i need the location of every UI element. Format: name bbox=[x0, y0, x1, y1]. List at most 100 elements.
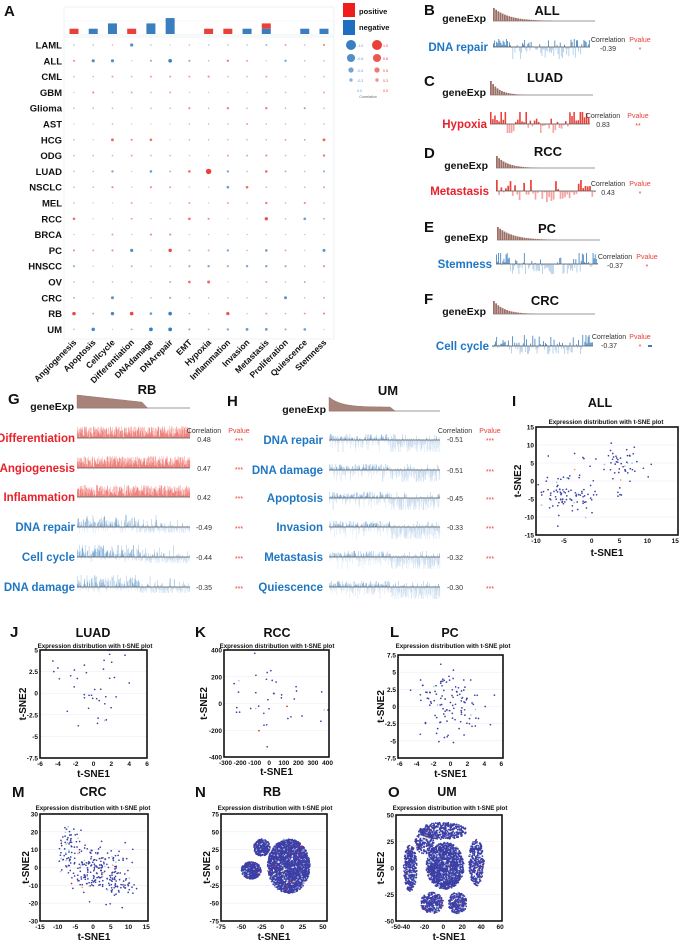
pvalue-stars: *** bbox=[235, 586, 243, 593]
track-bar bbox=[519, 47, 521, 59]
gene-exp-bar bbox=[503, 231, 506, 240]
top-bar-negative-Metastasis bbox=[261, 28, 271, 34]
track-label-differentiation: Differentiation bbox=[0, 433, 75, 445]
top-bar-positive-Angiogenesis bbox=[69, 28, 79, 34]
bubble-MEL-EMT bbox=[188, 202, 191, 204]
legend-size-negative bbox=[350, 89, 352, 91]
track-bar bbox=[580, 180, 582, 191]
legend-size-label: 0.0 bbox=[357, 89, 362, 93]
bubble-ALL-Inflammation bbox=[226, 59, 230, 62]
bubble-HCG-Hypoxia bbox=[207, 138, 210, 141]
bubble-BRCA-Invasion bbox=[246, 233, 248, 236]
track-bar bbox=[528, 42, 530, 47]
track-bar bbox=[536, 346, 538, 354]
track-bar bbox=[577, 183, 580, 191]
track-bar bbox=[546, 344, 548, 346]
track-bar bbox=[539, 344, 541, 346]
track-bar bbox=[524, 264, 526, 274]
bubble-LUAD-Differentiation bbox=[131, 170, 133, 173]
legend-size-negative bbox=[346, 53, 356, 63]
panel-label-g: G bbox=[8, 391, 20, 408]
track-bar bbox=[505, 254, 507, 264]
track-bar bbox=[528, 264, 530, 269]
bubble-LAML-Quiescence bbox=[303, 44, 306, 46]
bubble-MEL-Hypoxia bbox=[207, 202, 210, 204]
track-bar bbox=[567, 346, 569, 354]
row-label-HNSCC: HNSCC bbox=[28, 262, 62, 273]
bubble-CRC-Quiescence bbox=[303, 296, 306, 299]
track-bar bbox=[583, 117, 586, 124]
bubble-CML-DNArepair bbox=[169, 75, 172, 78]
track-bar bbox=[523, 182, 525, 191]
gene-exp-bar bbox=[512, 93, 514, 95]
track-bar bbox=[551, 345, 553, 346]
track-bar bbox=[589, 264, 591, 266]
track-bar bbox=[581, 44, 583, 47]
pvalue-stars: * bbox=[639, 344, 642, 351]
top-bar-positive-Hypoxia bbox=[204, 28, 214, 34]
track-bar bbox=[577, 264, 579, 266]
bubble-HNSCC-DNAdamage bbox=[150, 265, 152, 268]
bubble-AST-Invasion bbox=[246, 123, 249, 125]
track-bar bbox=[573, 112, 575, 124]
gene-exp-bar bbox=[522, 166, 525, 168]
bubble-GBM-Inflammation bbox=[227, 91, 229, 94]
gene-exp-bar bbox=[508, 310, 511, 314]
bubble-UM-Cellcycle bbox=[111, 328, 114, 331]
track-bar bbox=[509, 181, 512, 191]
track-bar bbox=[536, 191, 539, 193]
bubble-NSCLC-Proliferation bbox=[284, 186, 287, 188]
pvalue-stars: * bbox=[639, 47, 642, 54]
track-bar bbox=[496, 254, 497, 264]
track-bar bbox=[575, 191, 578, 195]
gene-exp-bar bbox=[517, 312, 519, 314]
track-bar bbox=[543, 264, 545, 266]
track-bar bbox=[579, 112, 582, 124]
track-bar bbox=[548, 124, 550, 129]
track-bar bbox=[515, 259, 517, 264]
track-label-stemness: Stemness bbox=[438, 259, 492, 271]
track-bar bbox=[563, 346, 565, 350]
row-label-ODG: ODG bbox=[40, 151, 62, 162]
gene-exp-bar bbox=[493, 8, 495, 21]
row-label-MEL: MEL bbox=[42, 199, 62, 210]
bubble-LUAD-DNAdamage bbox=[149, 170, 153, 173]
gene-exp-bar bbox=[528, 19, 530, 21]
track-bar bbox=[560, 257, 562, 264]
bubble-UM-Proliferation bbox=[284, 328, 287, 331]
legend-size-label: 0.5 bbox=[383, 69, 388, 73]
bubble-PC-Hypoxia bbox=[207, 249, 210, 252]
track-bar bbox=[562, 264, 564, 274]
panel-label-f: F bbox=[424, 291, 433, 308]
track-bar bbox=[517, 119, 519, 124]
track-bar bbox=[514, 264, 516, 267]
track-bar bbox=[571, 191, 573, 193]
bubble-GBM-EMT bbox=[188, 91, 191, 94]
bubble-RCC-Inflammation bbox=[227, 218, 229, 220]
bubble-GBM-Cellcycle bbox=[111, 91, 114, 94]
track-bar bbox=[567, 47, 569, 50]
track-bar bbox=[518, 264, 520, 274]
gene-exp-bar bbox=[519, 236, 521, 240]
track-bar bbox=[549, 346, 551, 352]
bubble-RB-Apoptosis bbox=[92, 312, 95, 315]
bubble-OV-Cellcycle bbox=[111, 281, 114, 283]
bubble-RCC-Apoptosis bbox=[92, 218, 94, 220]
gene-exp-bar bbox=[527, 238, 530, 240]
legend-size-positive bbox=[375, 78, 379, 82]
bubble-PC-Metastasis bbox=[264, 249, 268, 252]
track-bar bbox=[560, 124, 563, 129]
track-bar bbox=[537, 264, 539, 272]
legend-size-label: 0.0 bbox=[383, 89, 388, 93]
track-bar bbox=[585, 41, 587, 47]
bubble-HNSCC-Metastasis bbox=[265, 265, 268, 268]
bubble-GBM-DNAdamage bbox=[150, 91, 152, 94]
bubble-HNSCC-Angiogenesis bbox=[72, 265, 76, 268]
bubble-ALL-DNAdamage bbox=[149, 59, 152, 62]
track-bar bbox=[514, 342, 516, 346]
bubble-RB-Metastasis bbox=[265, 312, 268, 315]
track-bar bbox=[508, 257, 510, 264]
bubble-HCG-Quiescence bbox=[303, 138, 306, 141]
bubble-LAML-Inflammation bbox=[227, 44, 229, 46]
track-bar bbox=[563, 47, 564, 53]
